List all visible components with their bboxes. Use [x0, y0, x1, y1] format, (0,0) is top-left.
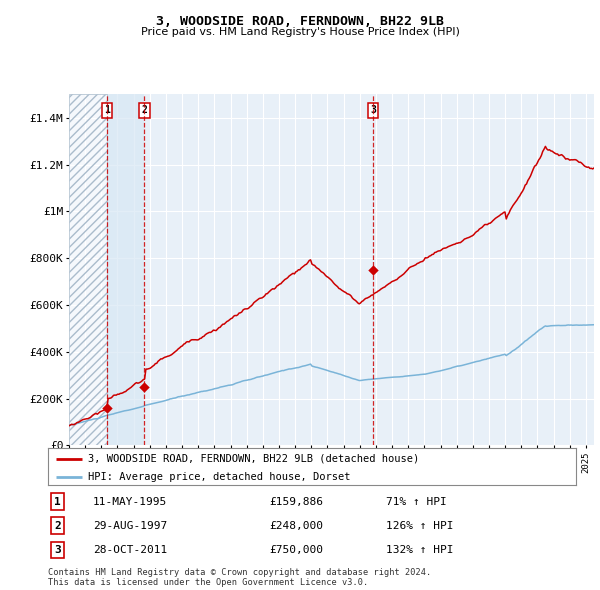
Bar: [69, 94, 107, 445]
Text: 1: 1: [104, 105, 110, 115]
Text: 2: 2: [142, 105, 147, 115]
Text: 3: 3: [370, 105, 376, 115]
Text: 71% ↑ HPI: 71% ↑ HPI: [386, 497, 446, 507]
Point: [368, 266, 378, 275]
Text: 3, WOODSIDE ROAD, FERNDOWN, BH22 9LB (detached house): 3, WOODSIDE ROAD, FERNDOWN, BH22 9LB (de…: [88, 454, 419, 464]
Text: 2: 2: [54, 521, 61, 530]
Text: Contains HM Land Registry data © Crown copyright and database right 2024.
This d: Contains HM Land Registry data © Crown c…: [48, 568, 431, 587]
Text: 28-OCT-2011: 28-OCT-2011: [93, 545, 167, 555]
Text: 3, WOODSIDE ROAD, FERNDOWN, BH22 9LB: 3, WOODSIDE ROAD, FERNDOWN, BH22 9LB: [156, 15, 444, 28]
Bar: [107, 94, 144, 445]
Text: 126% ↑ HPI: 126% ↑ HPI: [386, 521, 454, 530]
Point: [139, 383, 149, 392]
Point: [103, 404, 112, 413]
Text: 11-MAY-1995: 11-MAY-1995: [93, 497, 167, 507]
Text: 1: 1: [54, 497, 61, 507]
Text: £750,000: £750,000: [270, 545, 324, 555]
Text: 3: 3: [54, 545, 61, 555]
Text: Price paid vs. HM Land Registry's House Price Index (HPI): Price paid vs. HM Land Registry's House …: [140, 27, 460, 37]
Text: £248,000: £248,000: [270, 521, 324, 530]
Bar: [69, 94, 107, 445]
Text: HPI: Average price, detached house, Dorset: HPI: Average price, detached house, Dors…: [88, 472, 350, 482]
Text: £159,886: £159,886: [270, 497, 324, 507]
Text: 132% ↑ HPI: 132% ↑ HPI: [386, 545, 454, 555]
Text: 29-AUG-1997: 29-AUG-1997: [93, 521, 167, 530]
